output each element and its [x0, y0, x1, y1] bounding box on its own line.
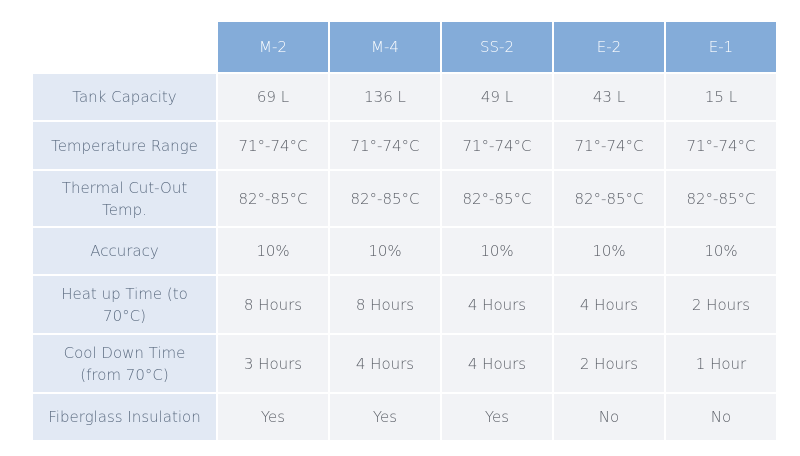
data-cell: 15 L [666, 74, 776, 120]
data-cell: 10% [554, 228, 664, 274]
data-cell: 8 Hours [218, 276, 328, 333]
column-header: M-2 [218, 22, 328, 72]
column-header: SS-2 [442, 22, 552, 72]
row-label: Heat up Time (to 70°C) [33, 276, 216, 333]
data-cell: 82°-85°C [442, 171, 552, 226]
data-cell: 2 Hours [666, 276, 776, 333]
data-cell: 4 Hours [330, 335, 440, 392]
data-cell: No [666, 394, 776, 440]
data-cell: 8 Hours [330, 276, 440, 333]
column-header: M-4 [330, 22, 440, 72]
data-cell: 71°-74°C [554, 122, 664, 169]
data-cell: 1 Hour [666, 335, 776, 392]
data-cell: 49 L [442, 74, 552, 120]
data-cell: 10% [666, 228, 776, 274]
data-cell: No [554, 394, 664, 440]
data-cell: Yes [330, 394, 440, 440]
row-label: Accuracy [33, 228, 216, 274]
data-cell: 43 L [554, 74, 664, 120]
data-cell: 82°-85°C [554, 171, 664, 226]
data-cell: 71°-74°C [330, 122, 440, 169]
data-cell: 2 Hours [554, 335, 664, 392]
row-label: Fiberglass Insulation [33, 394, 216, 440]
data-cell: Yes [442, 394, 552, 440]
data-cell: 71°-74°C [218, 122, 328, 169]
column-header: E-1 [666, 22, 776, 72]
spec-table: M-2 M-4 SS-2 E-2 E-1 Tank Capacity 69 L 136 L 49… [33, 22, 776, 440]
data-cell: 82°-85°C [666, 171, 776, 226]
data-cell: 82°-85°C [218, 171, 328, 226]
data-cell: 4 Hours [442, 276, 552, 333]
data-cell: 3 Hours [218, 335, 328, 392]
corner-cell [33, 22, 216, 72]
data-cell: 136 L [330, 74, 440, 120]
data-cell: 10% [330, 228, 440, 274]
data-cell: 10% [442, 228, 552, 274]
row-label: Temperature Range [33, 122, 216, 169]
data-cell: 4 Hours [442, 335, 552, 392]
data-cell: 71°-74°C [666, 122, 776, 169]
data-cell: 69 L [218, 74, 328, 120]
data-cell: 4 Hours [554, 276, 664, 333]
data-cell: 82°-85°C [330, 171, 440, 226]
row-label: Cool Down Time (from 70°C) [33, 335, 216, 392]
data-cell: Yes [218, 394, 328, 440]
row-label: Tank Capacity [33, 74, 216, 120]
row-label: Thermal Cut-Out Temp. [33, 171, 216, 226]
column-header: E-2 [554, 22, 664, 72]
data-cell: 71°-74°C [442, 122, 552, 169]
data-cell: 10% [218, 228, 328, 274]
